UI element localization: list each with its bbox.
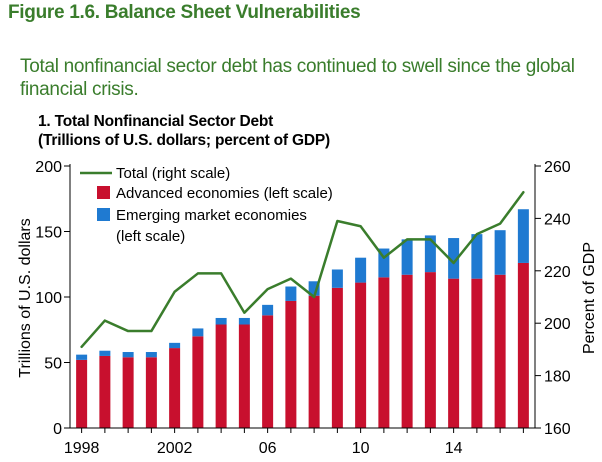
y-tick-label-left: 100	[35, 290, 62, 307]
line-layer	[80, 190, 525, 349]
legend-swatch-emerging	[97, 208, 110, 221]
y-axis-right-label: Percent of GDP	[581, 242, 598, 354]
bar-emerging	[215, 317, 227, 325]
bar-advanced	[262, 315, 274, 428]
y-tick-label-right: 260	[544, 159, 571, 176]
y-tick-label-right: 240	[544, 211, 571, 228]
bar-emerging	[331, 269, 343, 288]
y-tick-label-left: 0	[53, 421, 62, 438]
bar-advanced	[517, 262, 529, 428]
legend-label-emerging-scale: (left scale)	[116, 228, 185, 245]
axes-layer: 0 50 100 150 200 160 180 200 220 240 260 1998 2002 06…	[35, 159, 571, 457]
bar-advanced	[99, 355, 111, 428]
y-tick-label-right: 160	[544, 421, 571, 438]
bar-advanced	[192, 336, 204, 428]
bar-advanced	[145, 357, 157, 428]
bar-emerging	[308, 281, 320, 296]
bar-layer	[76, 209, 529, 428]
bar-emerging	[169, 342, 181, 349]
series-line-total	[80, 190, 525, 349]
bar-advanced	[471, 278, 483, 428]
bar-emerging	[471, 234, 483, 279]
y-tick-label-left: 200	[35, 159, 62, 176]
legend-label-advanced: Advanced economies (left scale)	[116, 185, 333, 202]
bar-emerging	[494, 230, 506, 275]
bar-advanced	[215, 324, 227, 428]
x-tick-label: 14	[445, 440, 463, 457]
bar-advanced	[285, 300, 297, 428]
y-tick-label-right: 180	[544, 369, 571, 386]
bar-advanced	[308, 295, 320, 428]
y-tick-label-right: 220	[544, 264, 571, 281]
y-tick-label-right: 200	[544, 316, 571, 333]
panel-title-line2: (Trillions of U.S. dollars; percent of G…	[38, 132, 330, 149]
bar-advanced	[355, 282, 367, 428]
x-tick-label: 2002	[157, 440, 193, 457]
y-tick-label-left: 150	[35, 225, 62, 242]
figure-title: Figure 1.6. Balance Sheet Vulnerabilitie…	[8, 2, 361, 23]
bar-advanced	[448, 278, 460, 428]
bar-emerging	[145, 352, 157, 358]
bar-advanced	[76, 359, 88, 428]
bar-emerging	[355, 257, 367, 283]
bar-advanced	[378, 277, 390, 428]
bar-advanced	[494, 274, 506, 428]
x-tick-label: 10	[352, 440, 370, 457]
y-axis-left-label: Trillions of U.S. dollars	[17, 218, 34, 377]
bar-advanced	[169, 348, 181, 428]
legend-label-total: Total (right scale)	[116, 165, 230, 182]
x-tick-label: 1998	[64, 440, 100, 457]
bar-emerging	[262, 304, 274, 316]
panel-title-line1: 1. Total Nonfinancial Sector Debt	[38, 113, 274, 130]
legend-swatch-advanced	[97, 186, 110, 199]
bar-advanced	[424, 272, 436, 428]
bar-emerging	[122, 352, 134, 358]
bar-emerging	[99, 350, 111, 356]
bar-emerging	[192, 328, 204, 337]
panel-title: 1. Total Nonfinancial Sector Debt (Trill…	[38, 112, 330, 150]
bar-emerging	[238, 317, 250, 325]
bar-advanced	[331, 287, 343, 428]
figure-subtitle: Total nonfinancial sector debt has conti…	[20, 56, 575, 100]
bar-emerging	[401, 239, 413, 275]
x-tick-label: 06	[259, 440, 277, 457]
bar-emerging	[424, 235, 436, 273]
y-tick-label-left: 50	[44, 356, 62, 373]
bar-advanced	[238, 324, 250, 428]
bar-emerging	[76, 354, 88, 360]
bar-emerging	[448, 238, 460, 279]
bar-emerging	[517, 209, 529, 263]
bar-advanced	[401, 274, 413, 428]
legend-label-emerging: Emerging market economies	[116, 207, 307, 224]
bar-advanced	[122, 357, 134, 428]
bar-emerging	[285, 286, 297, 301]
bar-emerging	[378, 248, 390, 278]
legend: Total (right scale) Advanced economies (l…	[80, 165, 333, 245]
